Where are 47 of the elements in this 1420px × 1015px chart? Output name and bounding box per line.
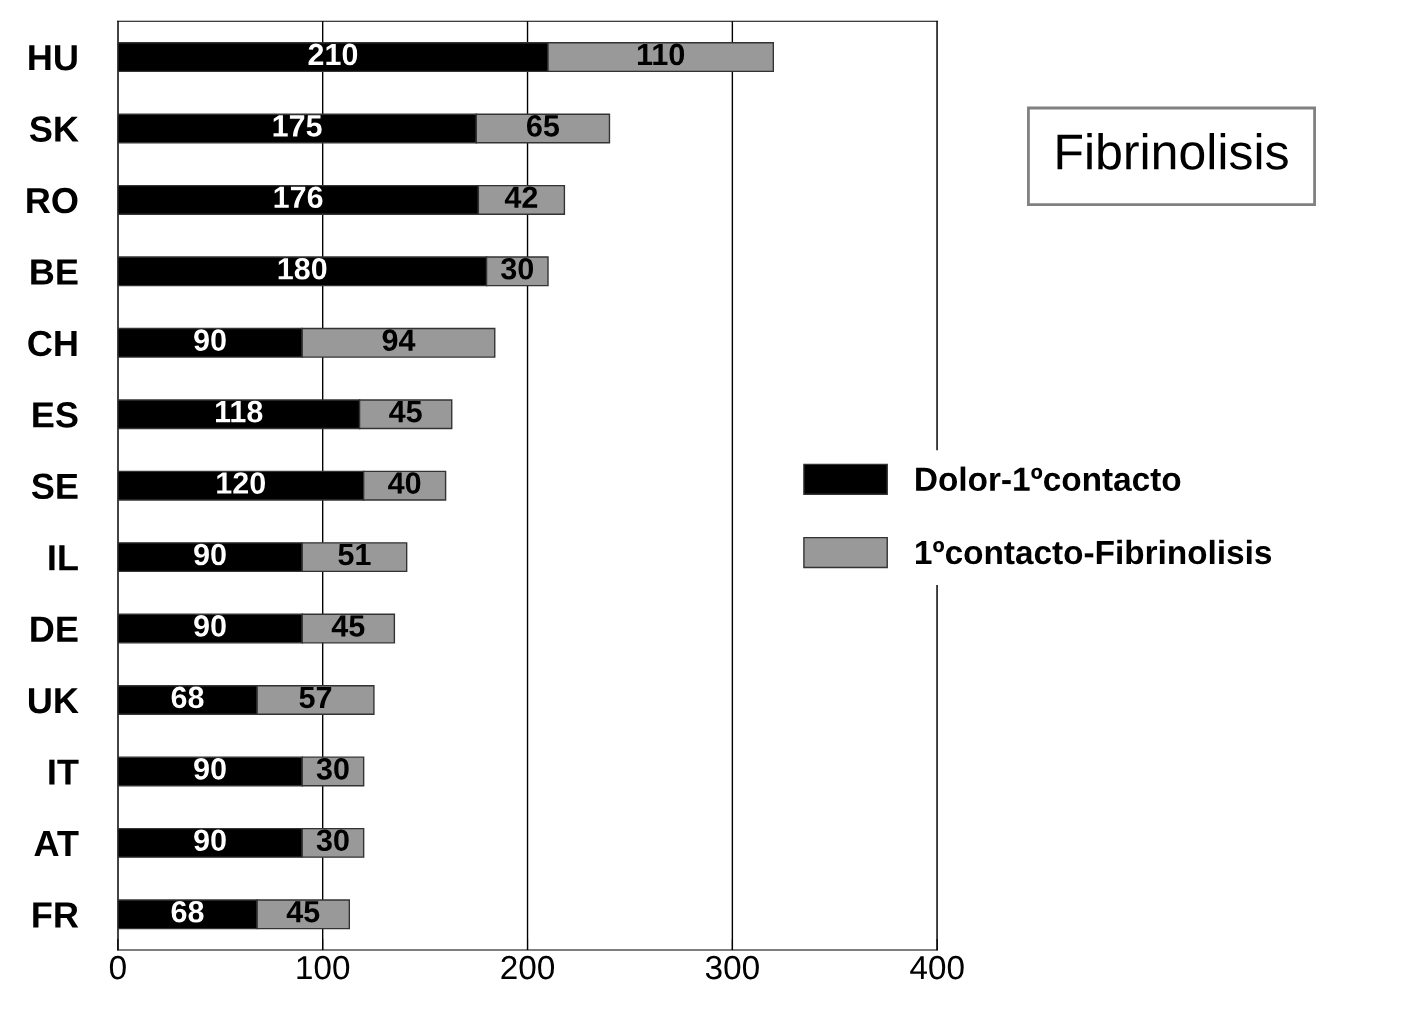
- x-tick-label: 0: [109, 955, 126, 980]
- data-label: 90: [194, 615, 226, 637]
- data-label: 51: [338, 544, 371, 566]
- data-label: 42: [504, 186, 538, 208]
- y-tick-label: DE: [31, 616, 78, 642]
- data-label: 45: [331, 615, 365, 637]
- text: Fibrinolisis: [1057, 133, 1288, 170]
- y-tick-label: BE: [31, 259, 78, 285]
- data-label: 30: [316, 758, 349, 780]
- data-label: 65: [527, 115, 560, 137]
- data-label: 120: [217, 472, 265, 494]
- y-tick-label: CH: [28, 330, 77, 357]
- y-tick-label: ES: [33, 402, 78, 428]
- data-label: 30: [316, 829, 349, 852]
- data-label: 118: [215, 400, 263, 423]
- data-label: 90: [194, 758, 226, 780]
- data-label: 94: [382, 329, 416, 351]
- data-label: 45: [286, 901, 320, 923]
- x-tick-label: 100: [297, 955, 350, 980]
- legend-label: Dolor-1ºcontacto: [916, 466, 1181, 492]
- y-tick-label: RO: [27, 187, 78, 214]
- data-label: 30: [501, 257, 534, 280]
- data-label: 90: [194, 329, 226, 351]
- legend-label: 1ºcontacto-Fibrinolisis: [916, 539, 1272, 565]
- data-label: 90: [194, 829, 226, 852]
- data-label: 175: [273, 115, 322, 137]
- x-tick-label: 200: [501, 955, 555, 980]
- y-tick-label: SK: [29, 116, 79, 142]
- y-tick-label: UK: [28, 688, 79, 714]
- data-label: 110: [637, 43, 685, 66]
- data-label: 68: [171, 900, 204, 923]
- data-label: 40: [388, 472, 421, 494]
- y-tick-label: IL: [49, 545, 78, 571]
- data-label: 90: [194, 543, 226, 566]
- x-tick-label: 300: [705, 955, 759, 980]
- data-label: 210: [308, 43, 358, 66]
- y-tick-label: SE: [31, 473, 78, 500]
- y-tick-label: FR: [33, 902, 79, 928]
- x-tick-label: 400: [910, 955, 964, 980]
- data-label: 180: [278, 257, 327, 280]
- y-tick-label: AT: [34, 831, 79, 856]
- y-tick-label: HU: [29, 45, 77, 71]
- data-label: 176: [274, 186, 323, 209]
- y-tick-label: IT: [49, 759, 79, 785]
- data-label: 57: [299, 686, 332, 709]
- data-label: 68: [171, 686, 204, 709]
- data-label: 45: [389, 401, 422, 423]
